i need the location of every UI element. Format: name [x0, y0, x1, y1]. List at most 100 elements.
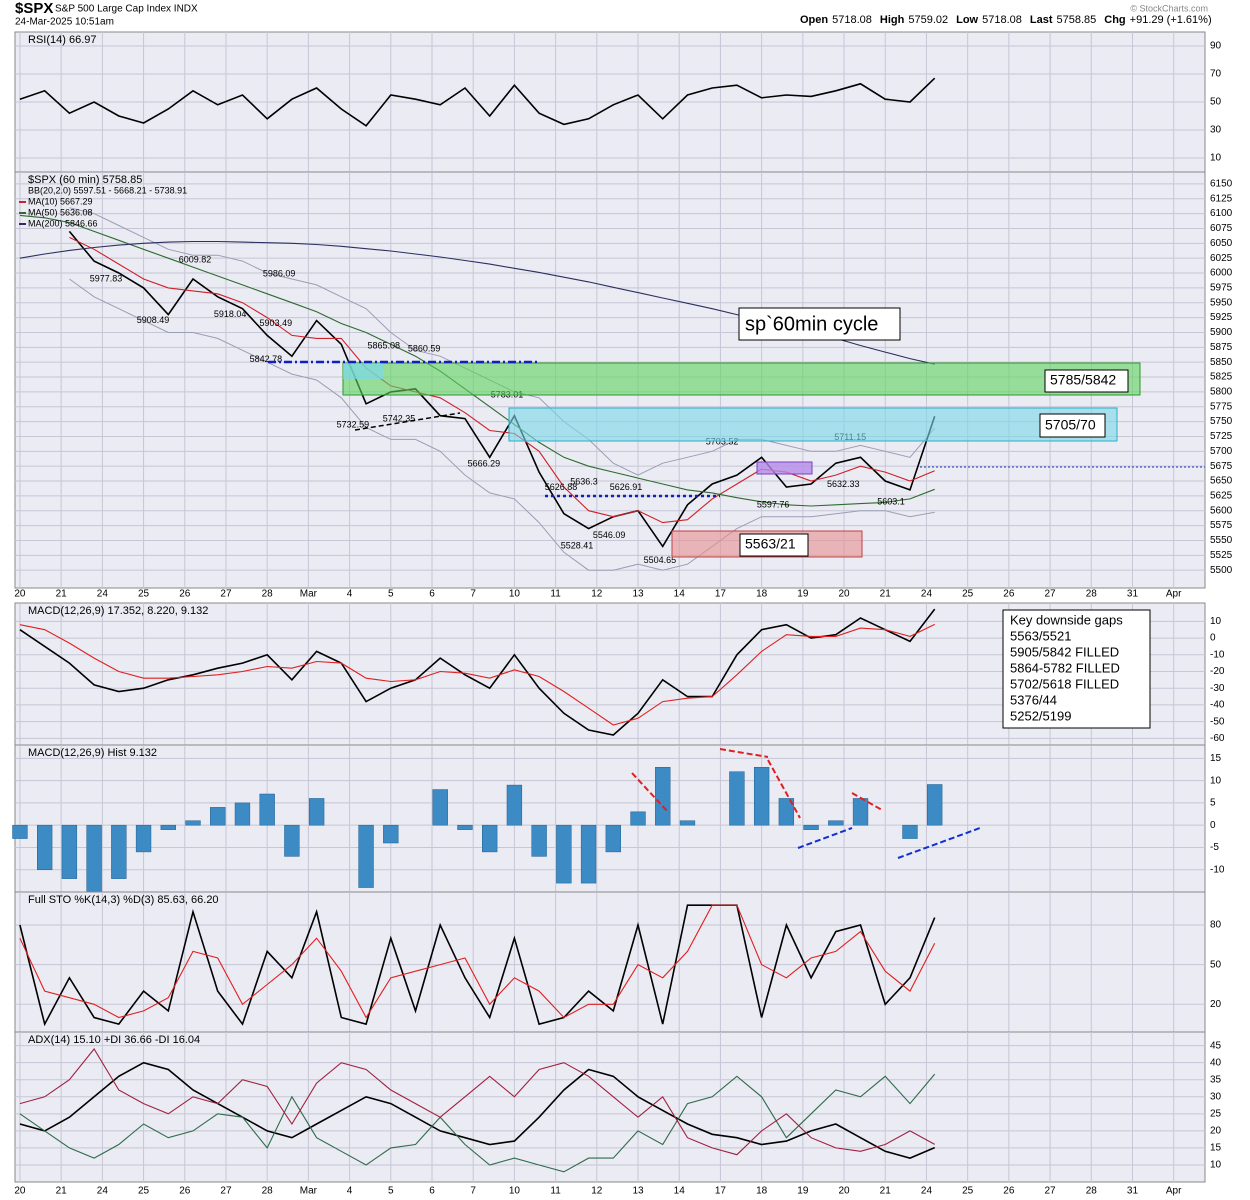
- x-tick-label: 20: [14, 1186, 26, 1197]
- note-box: [738, 307, 901, 341]
- series-line: [19, 214, 935, 507]
- zone-label: 5785/5842: [1050, 372, 1116, 388]
- legend-entry: BB(20,2.0) 5597.51 - 5668.21 - 5738.91: [28, 185, 187, 195]
- price-label: 5742.35: [383, 414, 416, 424]
- x-tick-label: 26: [1003, 589, 1015, 600]
- x-tick-label: 19: [797, 1186, 809, 1197]
- panel-title: MACD(12,26,9) 17.352, 8.220, 9.132: [28, 605, 208, 617]
- price-label: 5636.3: [570, 477, 598, 487]
- series-line: [19, 1048, 935, 1156]
- quote: Open 5718.08 High 5759.02 Low 5718.08 Last 5758…: [800, 14, 1212, 26]
- price-label: 5632.33: [827, 479, 860, 489]
- x-tick-label: 6: [429, 589, 435, 600]
- x-tick-label: 11: [550, 1186, 561, 1197]
- y-tick-label: 6000: [1210, 268, 1233, 279]
- y-tick-label: 5925: [1210, 312, 1233, 323]
- zone-label: 5705/70: [1045, 417, 1096, 433]
- x-tick-label: 25: [138, 589, 150, 600]
- hist-marks: [797, 827, 981, 859]
- x-tick-label: 14: [674, 589, 686, 600]
- x-tick-label: 14: [674, 1186, 686, 1197]
- y-tick-label: 5775: [1210, 401, 1233, 412]
- x-tick-label: 20: [838, 1186, 850, 1197]
- x-tick-label: Mar: [300, 1186, 318, 1197]
- hist-bar: [852, 798, 869, 826]
- y-tick-label: 5875: [1210, 342, 1233, 353]
- hist-bar: [259, 793, 275, 826]
- x-tick-label: 21: [56, 589, 68, 600]
- x-tick-label: 12: [591, 1186, 603, 1197]
- y-tick-label: 10: [1210, 153, 1222, 164]
- hist-bar: [605, 824, 621, 853]
- x-tick-label: 27: [220, 1186, 232, 1197]
- y-tick-label: 5850: [1210, 357, 1233, 368]
- gap-item: 5252/5199: [1010, 708, 1071, 723]
- quote-label: Open: [800, 14, 828, 26]
- price-label: 5903.49: [260, 318, 293, 328]
- trend-line: [851, 792, 883, 811]
- hist-bar: [432, 789, 448, 826]
- hist-bar: [160, 824, 176, 830]
- price-label: 5732.59: [337, 419, 370, 429]
- hist-bar: [482, 824, 498, 853]
- quote-value: 5718.08: [832, 14, 872, 26]
- y-tick-label: -5: [1210, 842, 1219, 853]
- hist-bar: [927, 784, 943, 826]
- trend-line: [354, 412, 461, 431]
- y-tick-label: 5600: [1210, 505, 1233, 516]
- legend-entry: MA(10) 5667.29: [28, 196, 93, 206]
- y-tick-label: 6075: [1210, 223, 1233, 234]
- x-tick-label: 24: [921, 589, 933, 600]
- price-label: 5626.91: [610, 482, 643, 492]
- price-label: 5703.52: [706, 437, 739, 447]
- x-tick-label: 28: [1086, 1186, 1098, 1197]
- y-tick-label: -10: [1210, 649, 1225, 660]
- quote-value: 5759.02: [908, 14, 948, 26]
- x-tick-label: 27: [220, 589, 232, 600]
- hist-bar: [457, 824, 473, 830]
- y-tick-label: 20: [1210, 999, 1222, 1010]
- x-tick-label: 21: [880, 589, 892, 600]
- y-tick-label: 5800: [1210, 387, 1233, 398]
- trend-line: [897, 827, 981, 859]
- hist-bar: [729, 771, 745, 826]
- x-tick-label: 26: [179, 1186, 191, 1197]
- x-tick-label: 17: [715, 1186, 727, 1197]
- price-label: 5908.49: [137, 315, 170, 325]
- y-tick-label: 5: [1210, 798, 1216, 809]
- legend-entry: MA(50) 5636.08: [28, 207, 93, 217]
- y-tick-label: 80: [1210, 920, 1222, 931]
- price-label: 5986.09: [263, 269, 296, 279]
- hist-bar: [37, 824, 53, 870]
- hist-bar: [111, 824, 127, 879]
- y-tick-label: 6100: [1210, 208, 1233, 219]
- zone-label-box: [1044, 369, 1129, 393]
- zone-label: 5563/21: [745, 536, 796, 552]
- y-tick-label: 0: [1210, 633, 1216, 644]
- x-tick-label: 27: [1045, 589, 1057, 600]
- zone-cyan-small: [343, 363, 383, 379]
- y-tick-label: 5550: [1210, 535, 1233, 546]
- date: 24-Mar-2025 10:51am: [15, 17, 114, 28]
- x-tick-label: 31: [1127, 1186, 1139, 1197]
- y-tick-label: 70: [1210, 69, 1222, 80]
- x-tick-label: 24: [97, 589, 109, 600]
- zone-green: [342, 362, 1141, 396]
- panel-title: ADX(14) 15.10 +DI 36.66 -DI 16.04: [28, 1034, 200, 1046]
- y-tick-label: 30: [1210, 125, 1222, 136]
- price-label: 5842.78: [250, 354, 283, 364]
- y-tick-label: 5650: [1210, 476, 1233, 487]
- x-tick-label: Apr: [1166, 1186, 1182, 1197]
- y-tick-label: 5750: [1210, 416, 1233, 427]
- y-tick-label: 5675: [1210, 461, 1233, 472]
- price-label: 5546.09: [593, 530, 626, 540]
- x-tick-label: 27: [1045, 1186, 1057, 1197]
- price-label: 6009.82: [179, 255, 212, 265]
- symbol-name: S&P 500 Large Cap Index INDX: [55, 4, 198, 15]
- x-tick-label: 24: [97, 1186, 109, 1197]
- y-tick-label: 5500: [1210, 565, 1233, 576]
- y-tick-label: 6025: [1210, 253, 1233, 264]
- y-tick-label: 10: [1210, 616, 1222, 627]
- y-tick-label: 45: [1210, 1040, 1222, 1051]
- hist-bar: [580, 824, 597, 884]
